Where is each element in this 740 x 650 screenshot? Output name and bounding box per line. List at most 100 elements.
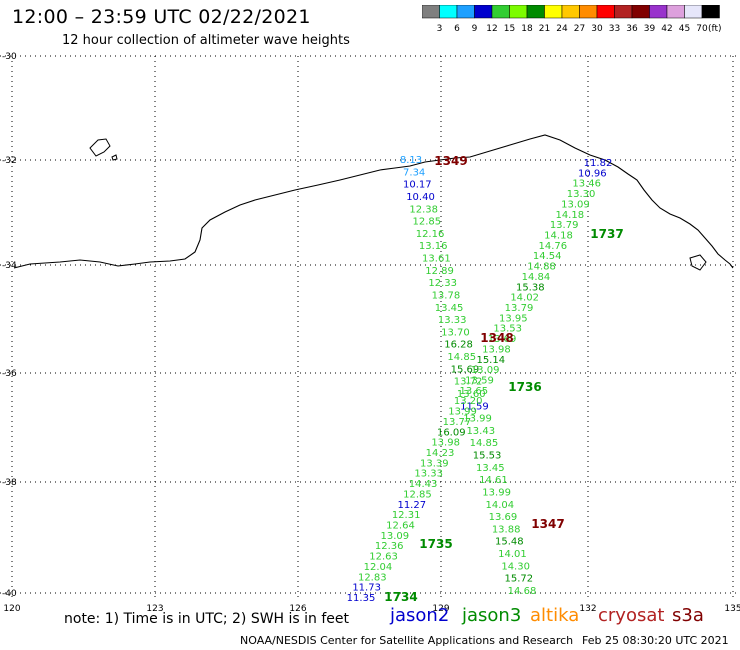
footer-note: note: 1) Time is in UTC; 2) SWH is in fe… [64, 611, 350, 627]
colorbar-tick: 70 [696, 24, 708, 34]
coastline-path [13, 134, 734, 269]
lon-label: 135 [724, 604, 740, 614]
wave-height-ne-sw: 13.09 [381, 531, 410, 542]
pass-labels: 1349 1348 1347 1737 1736 1735 1734 [384, 154, 623, 604]
wave-height-nw-se: 14.61 [479, 475, 508, 486]
wave-height-nw-se: 13.72 [454, 377, 483, 388]
wave-height-ne-sw: 12.04 [364, 562, 393, 573]
pass-number-1348: 1348 [480, 331, 513, 345]
wave-height-ne-sw: 13.98 [431, 438, 460, 449]
colorbar-tick: 9 [472, 24, 478, 34]
map-subtitle: 12 hour collection of altimeter wave hei… [62, 33, 350, 48]
pass-number-1735: 1735 [419, 537, 452, 551]
wave-height-nw-se: 12.89 [425, 266, 454, 277]
wave-height-nw-se: 16.28 [444, 340, 473, 351]
wave-height-nw-se: 15.53 [473, 451, 502, 462]
map-title: 12:00 – 23:59 UTC 02/22/2021 [12, 6, 311, 28]
wave-height-ne-sw: 14.84 [522, 272, 551, 283]
pass-number-1347: 1347 [531, 517, 564, 531]
colorbar-tick: 12 [486, 24, 497, 34]
wave-height-ne-sw: 13.09 [471, 365, 500, 376]
wave-height-nw-se: 14.85 [447, 352, 476, 363]
wave-height-nw-se: 15.72 [505, 574, 534, 585]
wave-height-ne-sw: 13.98 [482, 344, 511, 355]
wave-height-nw-se: 13.16 [419, 241, 448, 252]
wave-height-nw-se: 13.69 [489, 512, 518, 523]
island [89, 138, 111, 157]
pass-number-1736: 1736 [508, 380, 541, 394]
wave-height-nw-se: 11.59 [460, 401, 489, 412]
wave-height-nw-se: 12.85 [413, 217, 442, 228]
lon-label: 120 [3, 604, 20, 614]
legend-jason2: jason2 [390, 605, 450, 626]
colorbar-swatch [701, 5, 720, 19]
wave-height-ne-sw: 11.73 [352, 583, 381, 594]
wave-height-ne-sw: 13.59 [465, 376, 494, 387]
wave-height-ne-sw: 14.88 [527, 262, 556, 273]
pass-number-1349: 1349 [434, 154, 467, 168]
wave-height-nw-se: 13.61 [422, 254, 451, 265]
colorbar-tick: 27 [574, 24, 585, 34]
wave-height-ne-sw: 14.43 [409, 479, 438, 490]
wave-height-ne-sw: 12.85 [403, 489, 432, 500]
wave-height-ne-sw: 14.54 [533, 251, 562, 262]
wave-height-ne-sw: 13.69 [488, 334, 517, 345]
wave-height-ne-sw: 12.36 [375, 541, 404, 552]
legend-altika: altika [530, 605, 580, 626]
wave-height-nw-se: 12.16 [416, 229, 445, 240]
wave-height-nw-se: 13.33 [438, 315, 467, 326]
colorbar-tick: 6 [454, 24, 460, 34]
colorbar-tick: 15 [504, 24, 515, 34]
wave-height-nw-se: 13.99 [463, 414, 492, 425]
wave-height-ne-sw: 14.18 [555, 210, 584, 221]
colorbar-tick: 33 [609, 24, 620, 34]
lon-label: 126 [289, 604, 306, 614]
lat-label: -34 [2, 261, 17, 271]
wave-height-ne-sw: 11.82 [584, 158, 613, 169]
lat-label: -32 [2, 156, 17, 166]
wave-height-nw-se: 14.68 [508, 586, 537, 597]
wave-height-nw-se: 13.70 [441, 327, 470, 338]
axis-labels: -30 -32 -34 -36 -38 -40 120 123 126 129 132 135 [2, 52, 740, 614]
wave-height-ne-sw: 14.23 [426, 448, 455, 459]
wave-height-nw-se: 15.48 [495, 537, 524, 548]
wave-height-ne-sw: 11.35 [347, 593, 376, 604]
coastline [13, 134, 734, 271]
wave-height-nw-se: 13.88 [492, 524, 521, 535]
wave-height-ne-sw: 13.30 [567, 189, 596, 200]
lat-label: -40 [2, 589, 17, 599]
map-grid [0, 55, 740, 600]
wave-height-nw-se: 7.34 [403, 167, 425, 178]
satellite-tracks: 8.137.3410.1710.4012.3812.8512.1613.1613… [347, 155, 613, 604]
wave-height-nw-se: 14.30 [501, 561, 530, 572]
wave-height-ne-sw: 12.64 [386, 521, 415, 532]
wave-height-ne-sw: 12.63 [369, 552, 398, 563]
wave-height-ne-sw: 13.77 [443, 417, 472, 428]
wave-height-ne-sw: 13.53 [493, 324, 522, 335]
wave-height-ne-sw: 13.99 [448, 407, 477, 418]
pass-number-1734: 1734 [384, 590, 417, 604]
colorbar: 3 6 9 12 15 18 21 24 27 30 33 36 39 42 45 70 (ft) [422, 5, 722, 34]
wave-height-nw-se: 10.40 [406, 192, 435, 203]
wave-height-ne-sw: 15.14 [476, 355, 505, 366]
colorbar-tick: 45 [679, 24, 690, 34]
wave-height-ne-sw: 14.76 [539, 241, 568, 252]
wave-height-ne-sw: 11.27 [397, 500, 426, 511]
colorbar-tick: 36 [626, 24, 638, 34]
wave-height-nw-se: 10.17 [403, 180, 432, 191]
wave-height-nw-se: 14.85 [470, 438, 499, 449]
wave-height-nw-se: 13.45 [476, 463, 505, 474]
wave-height-nw-se: 14.04 [485, 500, 514, 511]
wave-height-ne-sw: 13.46 [572, 179, 601, 190]
colorbar-tick: 21 [539, 24, 550, 34]
wave-height-nw-se: 13.45 [435, 303, 464, 314]
legend-jason3: jason3 [462, 605, 522, 626]
wave-height-nw-se: 15.69 [451, 364, 480, 375]
credit-line: NOAA/NESDIS Center for Satellite Applica… [240, 634, 574, 647]
wave-height-nw-se: 14.01 [498, 549, 527, 560]
lon-label: 132 [579, 604, 596, 614]
generated-timestamp: Feb 25 08:30:20 UTC 2021 [582, 634, 729, 647]
wave-height-ne-sw: 16.09 [437, 427, 466, 438]
wave-height-ne-sw: 12.31 [392, 510, 421, 521]
